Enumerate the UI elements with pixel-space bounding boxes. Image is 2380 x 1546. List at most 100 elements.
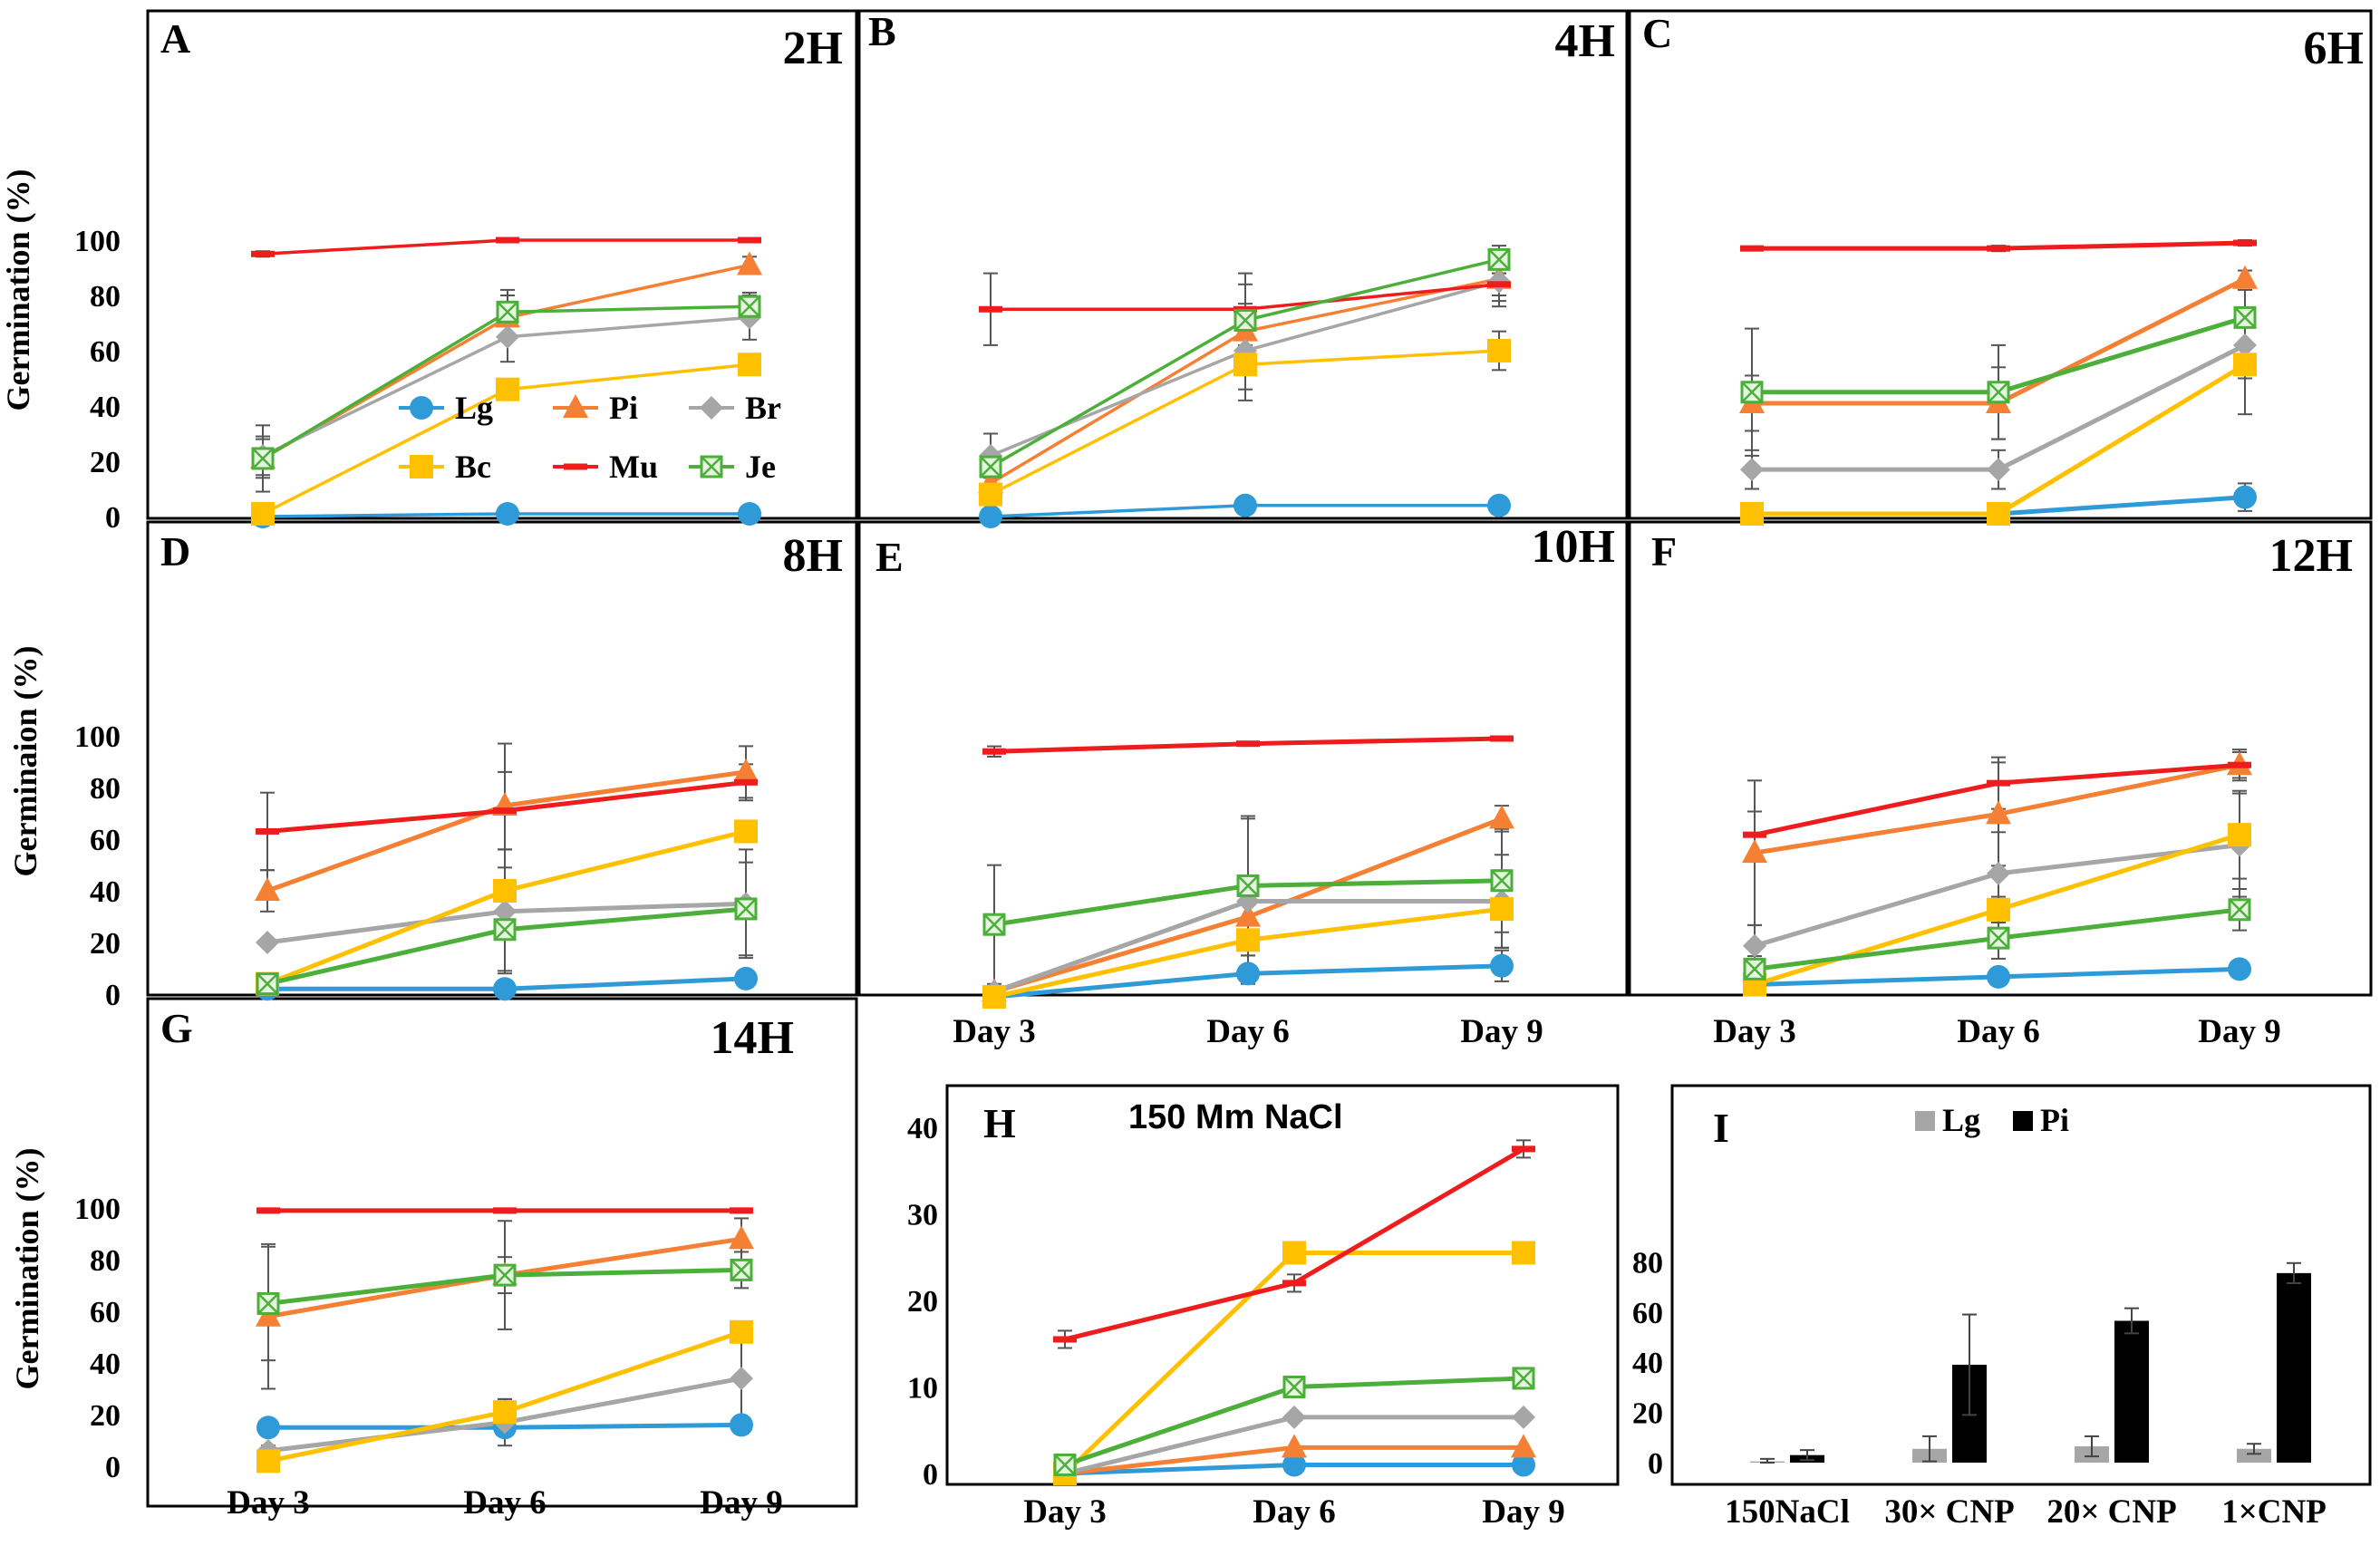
legend-label-pi: Pi <box>2040 1102 2069 1138</box>
panel-d-point-je-x2 <box>256 972 278 995</box>
panel-b-title: 4H <box>1555 15 1615 67</box>
panel-d-point-lg <box>734 966 758 990</box>
panel-g-category-label: Day 6 <box>463 1484 546 1522</box>
panel-c-point-br <box>1740 458 1764 482</box>
panel-i-ytick-label: 40 <box>1632 1347 1663 1380</box>
panel-g-point-mu <box>256 1207 280 1214</box>
panel-h-point-bc <box>1512 1241 1535 1265</box>
panel-h-frame <box>945 1084 1620 1486</box>
panel-f-point-mu <box>2228 761 2251 768</box>
panel-a-ytick-label: 60 <box>90 335 121 369</box>
panel-f-point-je-x2 <box>1988 927 2009 950</box>
panel-d-point-pi <box>255 877 280 901</box>
panel-d-ytick-label: 60 <box>90 824 121 857</box>
panel-a-ytick-label: 80 <box>90 280 121 314</box>
panel-f-point-je <box>1743 957 1766 981</box>
panel-b-label: B <box>868 8 896 54</box>
panel-b-point-je <box>979 455 1002 478</box>
panel-h-point-pi <box>1282 1434 1307 1458</box>
panel-f-point-je <box>1987 926 2010 950</box>
panel-b-point-bc <box>979 482 1002 507</box>
panel-i-legend: Lg Pi <box>1915 1102 2069 1138</box>
panel-g-point-je-x2 <box>257 1292 279 1315</box>
panel-d-point-br <box>256 931 279 954</box>
panel-i-ytick-label: 0 <box>1648 1447 1663 1481</box>
panel-h-point-je <box>1512 1367 1535 1390</box>
panel-c-label: C <box>1642 10 1672 56</box>
panel-g-point-bc <box>493 1400 517 1425</box>
panel-e-label: E <box>876 534 904 580</box>
panel-f-title: 12H <box>2269 530 2353 582</box>
panel-e-point-bc <box>1490 897 1514 922</box>
chart-e: Day 3 Day 6 Day 9 <box>953 735 1543 1050</box>
panel-b-point-lg <box>1234 493 1257 517</box>
legend-marker-mu <box>564 463 587 470</box>
chart-c <box>1739 239 2258 526</box>
panel-e: E 10H <box>857 520 1629 997</box>
panel-b-point-bc <box>1234 353 1257 377</box>
panel-f-point-je-x2 <box>1744 958 1766 981</box>
panel-f-point-br <box>1743 933 1766 958</box>
panel-d-point-mu <box>256 827 279 835</box>
panel-g-ytick-label: 80 <box>90 1244 121 1278</box>
panel-a-ytick-label: 0 <box>105 501 121 535</box>
panel-c-point-je-x2 <box>1741 381 1763 403</box>
panel-a-point-je-x2 <box>497 301 518 324</box>
panel-f-point-bc <box>1987 897 2010 922</box>
chart-a: 0 20 40 60 80 100 <box>74 225 762 535</box>
panel-c-point-bc <box>1740 501 1764 526</box>
panel-h-point-mu <box>1512 1145 1535 1153</box>
panel-e-category-label: Day 3 <box>953 1013 1035 1050</box>
panel-h-ytick-label: 40 <box>907 1112 938 1145</box>
panel-c-point-mu <box>1987 245 2010 252</box>
legend-swatch-pi <box>2013 1111 2033 1131</box>
panel-a-legend: Lg Pi Br Bc Mu Je <box>399 390 781 485</box>
panel-g-title: 14H <box>711 1012 794 1064</box>
panel-a-title: 2H <box>783 23 843 74</box>
panel-g-point-mu <box>730 1207 753 1214</box>
panel-g-category-label: Day 3 <box>227 1484 309 1522</box>
panel-f-point-je <box>2228 898 2251 922</box>
panel-g-ytick-label: 60 <box>90 1296 121 1329</box>
panel-h-point-lg <box>1282 1453 1306 1477</box>
panel-i-bar-errorbar-lg <box>2247 1443 2261 1455</box>
panel-i-label: I <box>1713 1105 1729 1151</box>
panel-h-point-je-x2 <box>1513 1367 1534 1389</box>
panel-a-point-br <box>496 324 519 349</box>
panel-h-point-br <box>1512 1405 1535 1429</box>
legend-marker-je-x2 <box>701 456 722 478</box>
panel-a-point-mu <box>251 250 275 257</box>
panel-e-point-je-x2 <box>1237 874 1259 897</box>
panel-i-bar-errorbar-pi <box>1800 1449 1814 1462</box>
panel-d-ytick-label: 100 <box>74 720 121 754</box>
panel-g-ytick-label: 0 <box>105 1451 121 1484</box>
panel-e-point-je-x2 <box>1491 869 1513 892</box>
panel-i-frame <box>1670 1084 2372 1486</box>
panel-h-point-je <box>1282 1376 1306 1398</box>
panel-e-title: 10H <box>1532 521 1615 573</box>
panel-h-title: 150 Mm NaCl <box>1128 1098 1343 1136</box>
panel-c-title: 6H <box>2304 23 2364 74</box>
panel-b-point-je <box>1234 308 1257 332</box>
panel-f-point-bc <box>2228 823 2251 847</box>
panel-a-label: A <box>160 15 190 62</box>
legend-label-lg: Lg <box>455 390 493 426</box>
panel-f-label: F <box>1651 528 1677 575</box>
panel-d-point-bc <box>734 819 758 844</box>
panel-c-point-pi <box>2232 265 2258 289</box>
panel-c-point-bc <box>2233 353 2257 377</box>
panel-a-point-bc <box>251 501 275 526</box>
legend-label-bc: Bc <box>455 449 491 485</box>
panel-g-point-br <box>730 1367 753 1391</box>
panel-g-category-label: Day 9 <box>700 1484 782 1522</box>
legend-label-br: Br <box>745 390 781 426</box>
panel-a-ytick-label: 100 <box>74 225 121 258</box>
panel-b-point-je-x2 <box>1234 309 1256 332</box>
panel-a-point-je <box>251 447 275 470</box>
panel-a-y-label: Germination (%) <box>0 169 36 411</box>
panel-h-ytick-label: 30 <box>907 1199 938 1232</box>
panel-d-point-je <box>493 918 517 942</box>
panel-c-point-br <box>1987 458 2010 482</box>
panel-d-y-label: Germinaion (%) <box>7 646 44 877</box>
